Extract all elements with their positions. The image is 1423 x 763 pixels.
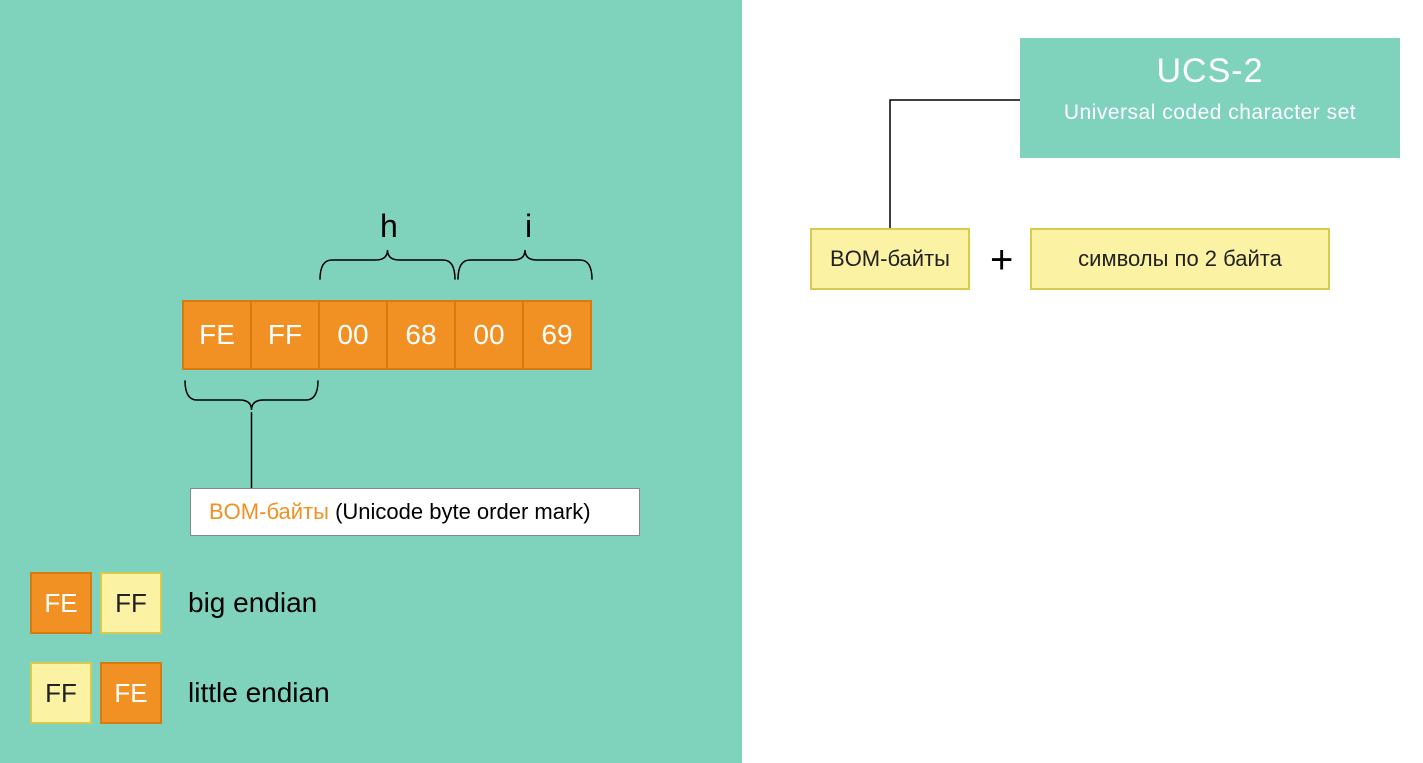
byte-cell: 00 [454, 300, 524, 370]
symbols-2bytes-box: символы по 2 байта [1030, 228, 1330, 290]
plus-icon: + [990, 238, 1013, 283]
byte-cell: FE [182, 300, 252, 370]
legend-byte-cell: FF [100, 572, 162, 634]
legend-row: FEFF big endian [30, 572, 317, 634]
left-panel [0, 0, 742, 763]
bom-callout-rest: (Unicode byte order mark) [329, 499, 591, 524]
ucs2-title: UCS-2 [1020, 52, 1400, 91]
legend-byte-cell: FE [30, 572, 92, 634]
legend-label: big endian [188, 587, 317, 619]
symbols-2bytes-label: символы по 2 байта [1078, 246, 1282, 272]
byte-sequence-row: FEFF00680069 [182, 300, 590, 370]
byte-cell: 68 [386, 300, 456, 370]
legend-label: little endian [188, 677, 330, 709]
bom-bytes-label: BOM-байты [830, 246, 950, 272]
byte-cell: FF [250, 300, 320, 370]
bom-callout-highlight: BOM-байты [209, 499, 329, 524]
legend-row: FFFE little endian [30, 662, 330, 724]
byte-cell: 69 [522, 300, 592, 370]
bom-callout-box: BOM-байты (Unicode byte order mark) [190, 488, 640, 536]
byte-cell: 00 [318, 300, 388, 370]
char-label: h [380, 208, 398, 245]
ucs2-subtitle: Universal coded character set [1020, 101, 1400, 125]
char-label: i [525, 208, 532, 245]
legend-byte-cell: FF [30, 662, 92, 724]
ucs2-title-box: UCS-2 Universal coded character set [1020, 38, 1400, 158]
bom-bytes-box: BOM-байты [810, 228, 970, 290]
legend-byte-cell: FE [100, 662, 162, 724]
